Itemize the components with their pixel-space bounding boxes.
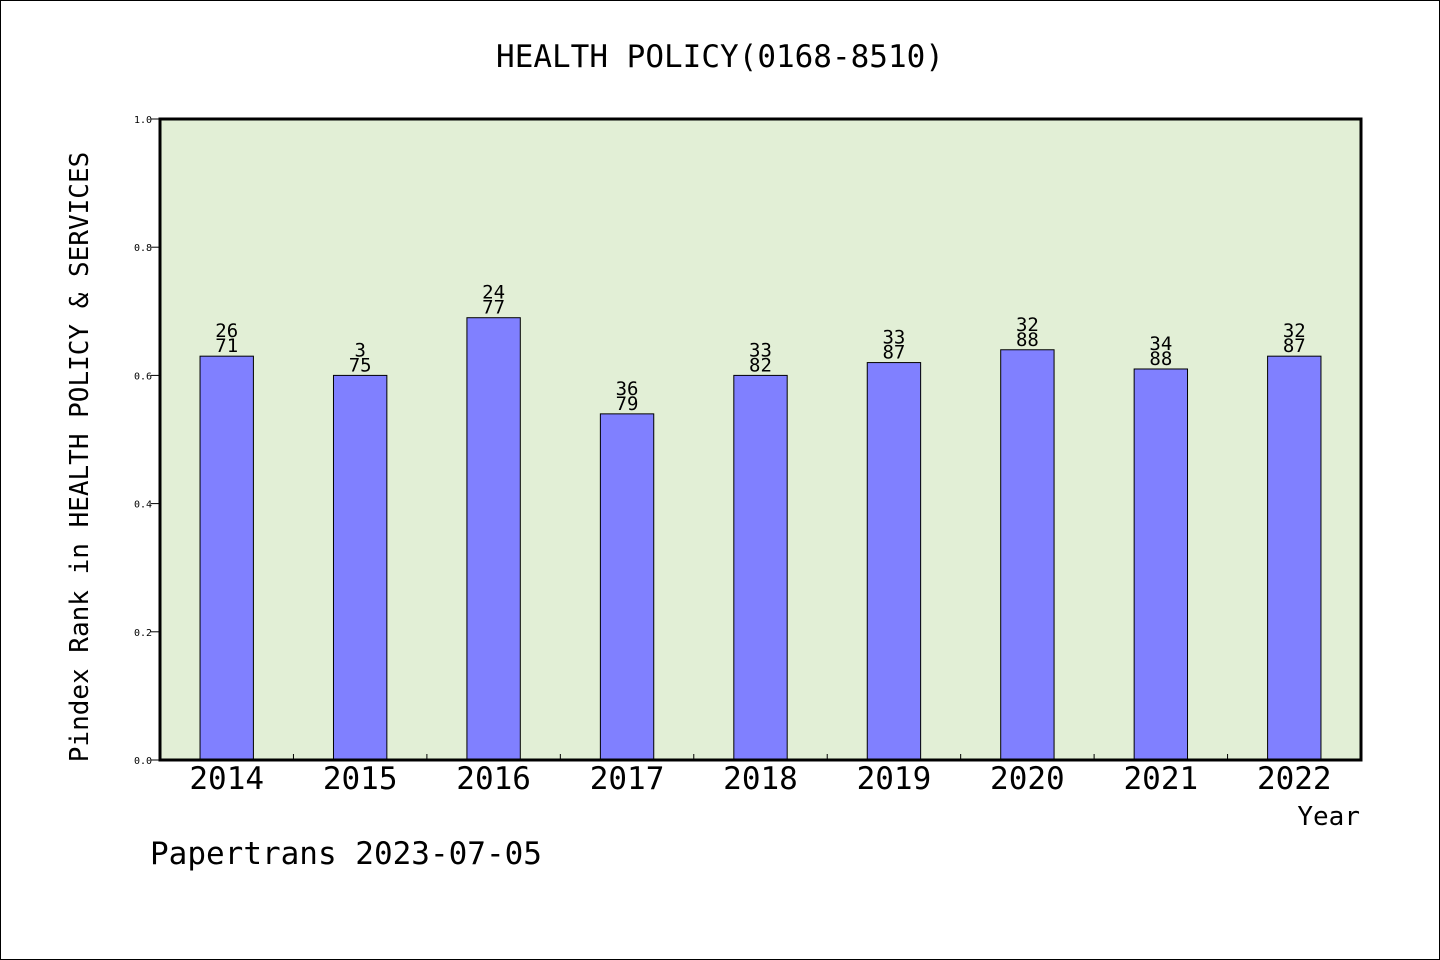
x-ticks-group: 2014 2015 2016 2017 2018 2019 2020 2021 2022: [189, 754, 1332, 797]
y-tick-label-1.0: 1.0: [134, 115, 152, 126]
x-tick-label-2020: 2020: [990, 761, 1065, 797]
bar-label-top-2020: 32: [1016, 314, 1039, 336]
bar-label-bottom-2017: 79: [616, 393, 639, 415]
bar-label-bottom-2016: 77: [482, 297, 505, 319]
x-tick-label-2014: 2014: [189, 761, 264, 797]
y-tick-label-0.4: 0.4: [134, 500, 152, 511]
y-axis-label: Pindex Rank in HEALTH POLICY & SERVICES: [65, 152, 95, 762]
bar-2021: [1133, 368, 1189, 761]
y-tick-label-0.8: 0.8: [134, 243, 152, 254]
x-tick-label-2017: 2017: [590, 761, 665, 797]
bar-2019: [866, 362, 922, 761]
bar-2015: [332, 374, 388, 761]
x-tick-label-2019: 2019: [857, 761, 932, 797]
bar-label-bottom-2021: 88: [1149, 348, 1172, 370]
x-tick-label-2022: 2022: [1257, 761, 1332, 797]
bar-label-top-2015: 3: [354, 339, 365, 361]
y-ticks-group: 0.0 0.2 0.4 0.6 0.8 1.0: [134, 115, 160, 767]
bar-2020: [1000, 349, 1055, 761]
bar-label-top-2022: 32: [1283, 320, 1306, 342]
x-tick-label-2021: 2021: [1124, 761, 1199, 797]
chart-title: HEALTH POLICY(0168-8510): [496, 39, 944, 75]
bar-2016: [466, 317, 521, 761]
bar-label-top-2021: 34: [1149, 333, 1172, 355]
bar-2022: [1267, 355, 1322, 761]
x-tick-label-2015: 2015: [323, 761, 398, 797]
credit-text: Papertrans 2023-07-05: [150, 836, 542, 872]
bar-2014: [199, 355, 254, 761]
x-tick-label-2018: 2018: [723, 761, 798, 797]
bar-2018: [733, 374, 788, 761]
bar-label-bottom-2019: 87: [882, 342, 905, 364]
bar-label-bottom-2018: 82: [749, 354, 772, 376]
bar-label-bottom-2015: 75: [349, 354, 372, 376]
y-tick-label-0.0: 0.0: [134, 756, 152, 767]
bar-label-top-2018: 33: [749, 339, 772, 361]
bar-label-top-2019: 33: [882, 327, 905, 349]
bar-label-top-2017: 36: [616, 378, 639, 400]
x-tick-label-2016: 2016: [456, 761, 531, 797]
plot-border: [158, 117, 1363, 762]
bar-label-bottom-2020: 88: [1016, 329, 1039, 351]
bar-label-top-2016: 24: [482, 282, 505, 304]
bar-label-bottom-2014: 71: [215, 335, 238, 357]
bar-label-top-2014: 26: [215, 320, 238, 342]
bar-label-bottom-2022: 87: [1283, 335, 1306, 357]
bar-2017: [599, 413, 655, 761]
x-axis-label: Year: [1297, 802, 1360, 832]
y-tick-label-0.2: 0.2: [134, 628, 152, 639]
y-tick-label-0.6: 0.6: [134, 371, 152, 382]
